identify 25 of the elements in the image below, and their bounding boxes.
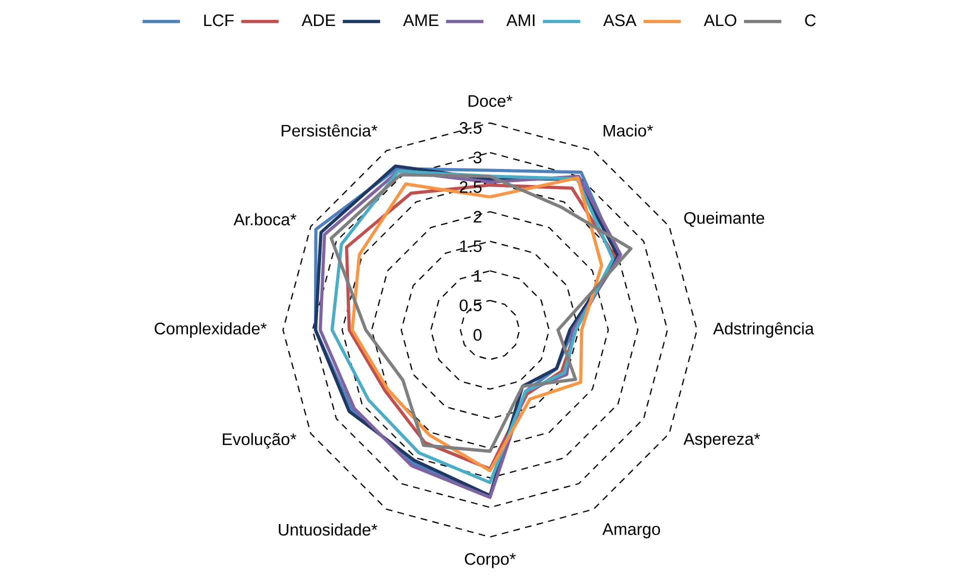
spoke-label: Queimante <box>684 212 764 227</box>
legend-label: ADE <box>302 14 336 26</box>
spoke-label: Evolução* <box>222 432 296 449</box>
legend-label: ASA <box>603 14 636 26</box>
spoke-label: Macio* <box>604 124 654 137</box>
spoke-label: Untuosidade* <box>278 523 378 536</box>
y-tick-label: 0.5 <box>460 299 482 312</box>
legend-label: ALO <box>704 14 736 26</box>
spoke-label: Aspereza* <box>683 433 760 448</box>
spoke-label: Corpo* <box>464 553 516 568</box>
spoke-label: Complexidade* <box>154 322 267 338</box>
y-tick-label: 0 <box>474 329 482 341</box>
y-tick-label: 1 <box>474 270 482 282</box>
legend-label: LCF <box>204 14 234 26</box>
y-tick-label: 3 <box>474 152 482 164</box>
legend-label: AME <box>403 14 438 26</box>
spoke-label: Adstringência <box>713 322 814 338</box>
spoke-label: Doce* <box>468 95 512 107</box>
spoke-label: Persistência* <box>282 124 378 137</box>
legend-label: AMI <box>506 14 534 26</box>
y-tick-label: 1.5 <box>460 240 482 252</box>
spoke-label: Ar.boca* <box>234 213 296 226</box>
y-tick-label: 3.5 <box>460 122 482 134</box>
spoke-label: Amargo <box>602 523 660 538</box>
legend-label: C <box>805 14 816 26</box>
